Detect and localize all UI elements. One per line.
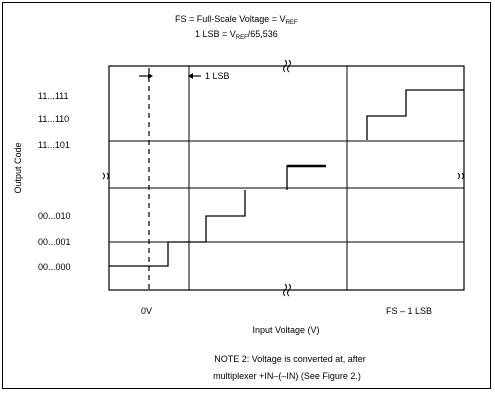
transfer-staircase (109, 89, 464, 267)
code-label: 00...010 (38, 211, 71, 221)
y-axis-label: Output Code (13, 142, 23, 193)
code-label: 11...110 (38, 114, 69, 124)
header-line-1: FS = Full-Scale Voltage = VREF (175, 14, 298, 26)
output-code-labels: 11...111 11...110 11...101 00...010 00..… (38, 91, 71, 272)
note-line-1: NOTE 2: Voltage is converted at, after (214, 354, 366, 364)
lsb-label: 1 LSB (205, 71, 230, 81)
x-axis-label: Input Voltage (V) (252, 325, 319, 335)
header-line-2: 1 LSB = VREF/65,536 (195, 29, 278, 41)
note-line-2: multiplexer +IN–(–IN) (See Figure 2.) (213, 371, 361, 381)
x-tick-label-fs: FS – 1 LSB (386, 306, 432, 316)
diagram-frame (2, 2, 491, 389)
plot-box (108, 65, 465, 291)
code-label: 11...101 (38, 140, 70, 150)
lsb-marker (139, 73, 201, 79)
code-label: 00...000 (38, 262, 71, 272)
x-tick-label-0v: 0V (141, 306, 152, 316)
axis-break-marks (102, 59, 464, 297)
code-label: 11...111 (38, 91, 69, 101)
code-label: 00...001 (38, 237, 71, 247)
